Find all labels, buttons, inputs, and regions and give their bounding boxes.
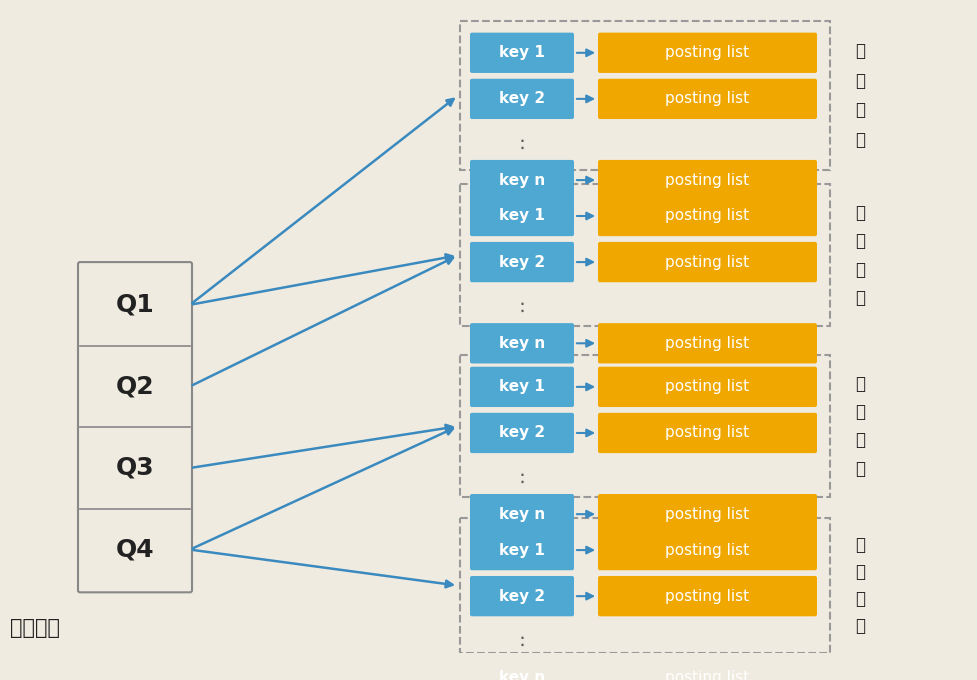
Text: 排: 排 [854, 403, 864, 421]
Text: 拥客时间: 拥客时间 [10, 618, 60, 639]
Text: posting list: posting list [664, 254, 748, 269]
FancyBboxPatch shape [597, 160, 816, 200]
FancyBboxPatch shape [597, 494, 816, 534]
FancyBboxPatch shape [597, 79, 816, 119]
Text: posting list: posting list [664, 173, 748, 188]
Text: posting list: posting list [664, 91, 748, 106]
Text: 索: 索 [854, 590, 864, 608]
Text: 引: 引 [854, 131, 864, 149]
Text: 引: 引 [854, 460, 864, 478]
Text: 索: 索 [854, 431, 864, 449]
FancyBboxPatch shape [597, 657, 816, 680]
Text: key n: key n [498, 173, 544, 188]
Bar [459, 518, 829, 653]
Text: Q2: Q2 [115, 375, 154, 398]
FancyBboxPatch shape [597, 242, 816, 282]
FancyBboxPatch shape [470, 657, 573, 680]
Text: key 1: key 1 [498, 543, 544, 558]
Text: key 2: key 2 [498, 254, 544, 269]
Text: 索: 索 [854, 260, 864, 279]
Text: 倒: 倒 [854, 204, 864, 222]
FancyBboxPatch shape [470, 196, 573, 236]
Text: posting list: posting list [664, 209, 748, 224]
Text: ∶: ∶ [519, 135, 524, 154]
FancyBboxPatch shape [470, 413, 573, 453]
FancyBboxPatch shape [597, 576, 816, 616]
Text: 倒: 倒 [854, 537, 864, 554]
Text: key 1: key 1 [498, 46, 544, 61]
FancyBboxPatch shape [597, 33, 816, 73]
FancyBboxPatch shape [470, 530, 573, 571]
Text: posting list: posting list [664, 379, 748, 394]
FancyBboxPatch shape [470, 367, 573, 407]
Text: key 2: key 2 [498, 589, 544, 604]
Text: 倒: 倒 [854, 375, 864, 392]
FancyBboxPatch shape [597, 530, 816, 571]
Text: key n: key n [498, 336, 544, 351]
Text: 排: 排 [854, 563, 864, 581]
Text: 引: 引 [854, 289, 864, 307]
Text: 排: 排 [854, 71, 864, 90]
Text: ∶: ∶ [519, 632, 524, 651]
Text: Q4: Q4 [115, 538, 154, 562]
Text: 索: 索 [854, 101, 864, 120]
Text: ∶: ∶ [519, 469, 524, 488]
Text: key n: key n [498, 507, 544, 522]
Text: Q3: Q3 [115, 456, 154, 480]
Text: key 2: key 2 [498, 426, 544, 441]
FancyBboxPatch shape [470, 79, 573, 119]
Text: 倒: 倒 [854, 42, 864, 60]
Text: posting list: posting list [664, 336, 748, 351]
Bar [459, 184, 829, 326]
Text: posting list: posting list [664, 543, 748, 558]
FancyBboxPatch shape [597, 367, 816, 407]
FancyBboxPatch shape [470, 242, 573, 282]
FancyBboxPatch shape [470, 160, 573, 200]
Text: posting list: posting list [664, 507, 748, 522]
FancyBboxPatch shape [78, 262, 191, 592]
Bar [459, 21, 829, 170]
FancyBboxPatch shape [597, 413, 816, 453]
Text: key 2: key 2 [498, 91, 544, 106]
Text: Q1: Q1 [115, 293, 154, 317]
FancyBboxPatch shape [470, 323, 573, 363]
Text: key n: key n [498, 670, 544, 680]
FancyBboxPatch shape [597, 323, 816, 363]
Text: posting list: posting list [664, 46, 748, 61]
Text: posting list: posting list [664, 589, 748, 604]
FancyBboxPatch shape [470, 576, 573, 616]
Text: 排: 排 [854, 232, 864, 250]
Text: posting list: posting list [664, 426, 748, 441]
Text: 引: 引 [854, 617, 864, 635]
FancyBboxPatch shape [597, 196, 816, 236]
Text: ∶: ∶ [519, 299, 524, 318]
Text: key 1: key 1 [498, 209, 544, 224]
Text: posting list: posting list [664, 670, 748, 680]
FancyBboxPatch shape [470, 33, 573, 73]
Text: key 1: key 1 [498, 379, 544, 394]
FancyBboxPatch shape [470, 494, 573, 534]
Bar [459, 355, 829, 497]
